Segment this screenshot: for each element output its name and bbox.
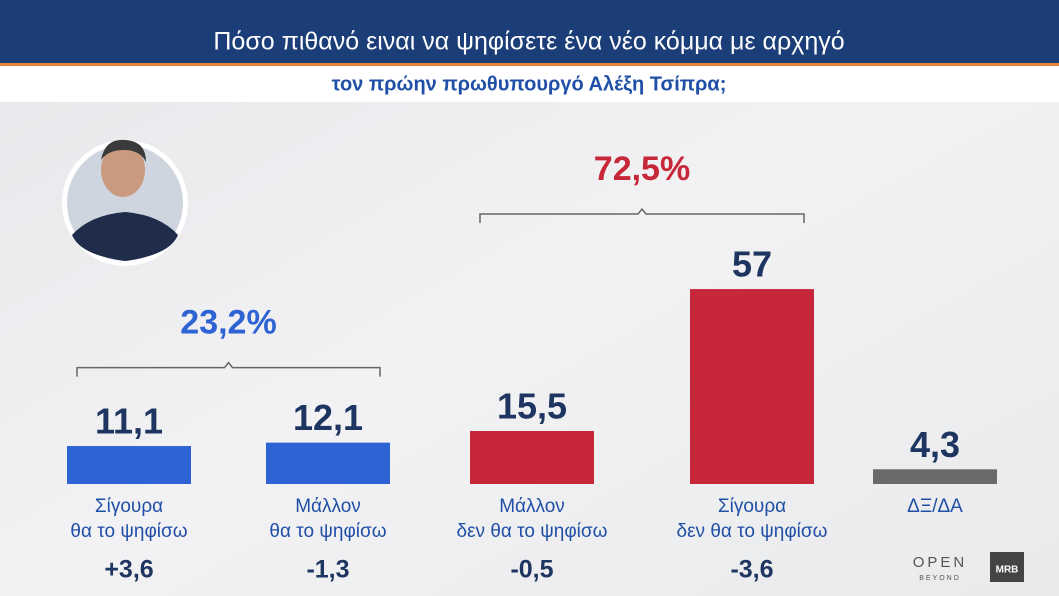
- category-label: δεν θα το ψηφίσω: [677, 521, 828, 542]
- change-label: -1,3: [306, 556, 349, 584]
- group-label: 72,5%: [594, 150, 690, 188]
- bar: [470, 430, 594, 484]
- change-label: +3,6: [104, 556, 153, 584]
- bar: [67, 446, 191, 484]
- group-bracket: [479, 207, 805, 224]
- value-label: 4,3: [910, 424, 960, 465]
- logo: MRB: [996, 565, 1019, 576]
- bar: [873, 469, 997, 484]
- subtitle-band: [0, 66, 1059, 102]
- category-label: Μάλλον: [499, 496, 565, 517]
- logo-box: [990, 552, 1024, 582]
- header-accent: [0, 63, 1059, 66]
- category-label: θα το ψηφίσω: [269, 521, 386, 542]
- value-label: 57: [732, 244, 772, 285]
- bar: [266, 442, 390, 484]
- category-label: Σίγουρα: [95, 496, 163, 517]
- logo: BEYOND: [919, 575, 961, 582]
- header-band: [0, 0, 1059, 63]
- category-label: δεν θα το ψηφίσω: [457, 521, 608, 542]
- change-label: -3,6: [730, 556, 773, 584]
- category-label: θα το ψηφίσω: [70, 521, 187, 542]
- bar: [690, 289, 814, 484]
- value-label: 12,1: [293, 397, 363, 438]
- chart-subtitle: τον πρώην πρωθυπουργό Αλέξη Τσίπρα;: [332, 73, 727, 95]
- chart-title: Πόσο πιθανό ειναι να ψηφίσετε ένα νέο κό…: [213, 28, 844, 56]
- value-label: 11,1: [95, 401, 163, 442]
- portrait: [62, 139, 188, 266]
- group-bracket: [76, 361, 381, 377]
- category-label: Μάλλον: [295, 496, 361, 517]
- category-label: Σίγουρα: [718, 496, 786, 517]
- change-label: -0,5: [510, 556, 553, 584]
- category-label: ΔΞ/ΔΑ: [907, 496, 963, 517]
- value-label: 15,5: [497, 386, 567, 427]
- logo: OPEN: [913, 554, 968, 571]
- group-label: 23,2%: [180, 304, 276, 342]
